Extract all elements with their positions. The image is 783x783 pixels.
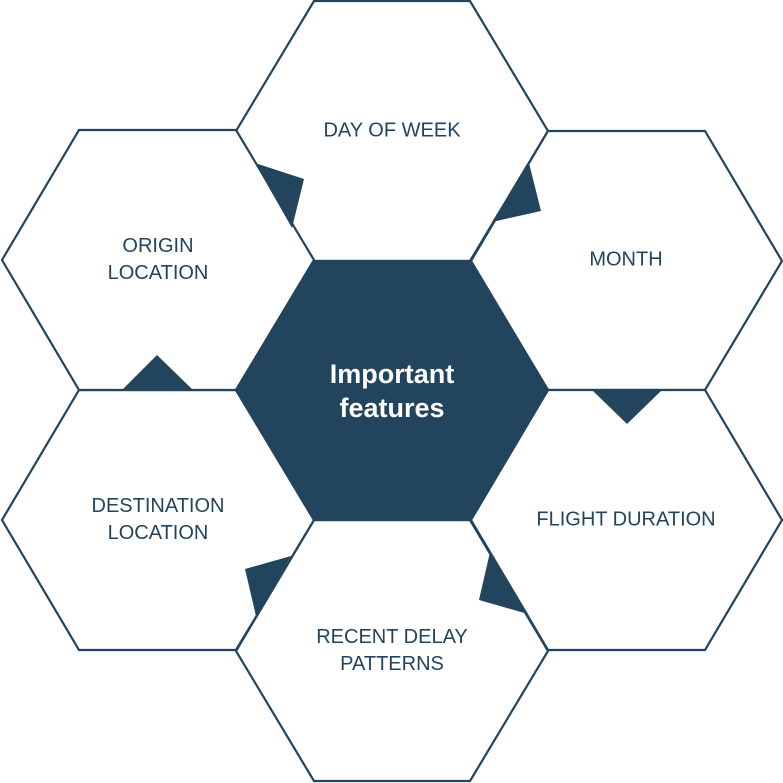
label-day-of-week-line1: DAY OF WEEK	[323, 119, 461, 142]
hex-center	[234, 259, 550, 522]
label-destination-location: DESTINATION LOCATION	[92, 493, 225, 547]
label-destination-location-line2: LOCATION	[107, 522, 209, 544]
wedge-recent-delay-patterns	[479, 552, 528, 614]
label-origin-location-line1: ORIGIN	[122, 235, 194, 257]
center-title-line2: features	[339, 393, 445, 423]
label-recent-delay-patterns: RECENT DELAY PATTERNS	[316, 624, 468, 678]
center-title: Important features	[330, 357, 455, 425]
wedge-flight-duration	[592, 390, 662, 424]
label-origin-location-line2: LOCATION	[107, 262, 209, 284]
label-flight-duration-line1: FLIGHT DURATION	[536, 508, 716, 531]
label-flight-duration: FLIGHT DURATION	[536, 507, 715, 534]
label-origin-location: ORIGIN LOCATION	[108, 233, 209, 287]
label-month: MONTH	[589, 247, 662, 274]
label-destination-location-line1: DESTINATION	[91, 495, 225, 517]
label-recent-delay-patterns-line1: RECENT DELAY	[316, 626, 468, 648]
label-month-line1: MONTH	[589, 248, 663, 271]
wedge-destination-location	[245, 556, 291, 616]
wedge-origin-location	[122, 355, 193, 390]
center-title-line1: Important	[329, 359, 455, 389]
label-day-of-week: DAY OF WEEK	[323, 118, 460, 145]
wedge-day-of-week	[255, 163, 304, 228]
wedge-month	[492, 163, 541, 222]
label-recent-delay-patterns-line2: PATTERNS	[340, 653, 444, 675]
